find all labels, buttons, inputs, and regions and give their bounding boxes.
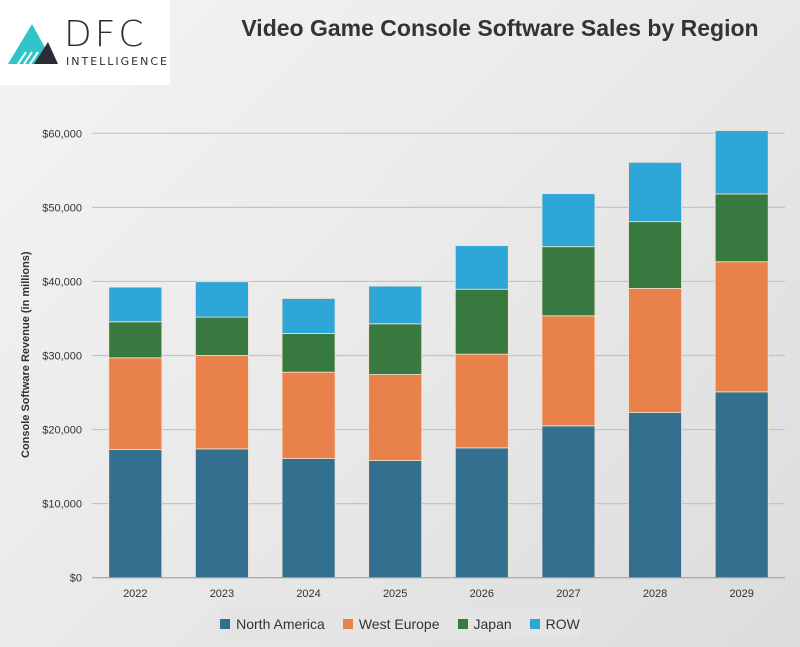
y-tick-label: $10,000 — [42, 499, 82, 511]
legend-label: ROW — [545, 615, 580, 632]
x-tick-label: 2022 — [123, 588, 147, 600]
logo-mountain-icon — [8, 24, 58, 65]
bar-segment-row — [281, 298, 336, 334]
bar-segment-row — [368, 285, 423, 325]
legend-swatch — [457, 618, 468, 629]
x-tick-label: 2029 — [729, 588, 753, 600]
y-tick-label: $30,000 — [42, 351, 82, 363]
x-tick-label: 2026 — [470, 588, 494, 600]
dfc-intelligence-logo: DFC INTELLIGENCE — [0, 0, 170, 85]
legend-item-west-europe: West Europe — [342, 615, 440, 632]
legend-swatch — [529, 618, 540, 629]
legend: North America West Europe Japan ROW — [218, 609, 582, 638]
bar-segment-west-europe — [454, 353, 509, 449]
bar-segment-west-europe — [714, 261, 769, 393]
x-tick-label: 2028 — [643, 588, 667, 600]
bar-segment-japan — [281, 333, 336, 373]
logo-text: DFC — [64, 14, 147, 55]
x-tick-label: 2025 — [383, 588, 407, 600]
bar-segment-west-europe — [628, 288, 682, 413]
bar-segment-japan — [368, 323, 423, 375]
legend-swatch — [342, 618, 353, 629]
y-tick-label: $20,000 — [42, 425, 82, 437]
bar-segment-north-america — [368, 460, 423, 579]
bar-segment-north-america — [108, 449, 163, 579]
bar-segment-japan — [628, 221, 682, 289]
legend-item-north-america: North America — [220, 616, 325, 632]
bar-segment-japan — [108, 321, 163, 359]
bar-segment-north-america — [714, 391, 769, 579]
bar-segment-west-europe — [368, 374, 423, 462]
chart-title: Video Game Console Software Sales by Reg… — [241, 15, 759, 41]
bar-segment-north-america — [454, 447, 509, 579]
legend-label: North America — [236, 615, 325, 632]
y-tick-label: $40,000 — [42, 276, 82, 288]
bar-segment-japan — [454, 288, 509, 355]
x-tick-label: 2024 — [296, 588, 320, 600]
y-tick-label: $50,000 — [42, 202, 82, 214]
bar-segment-west-europe — [541, 315, 596, 427]
bar-segment-north-america — [628, 412, 682, 579]
legend-label: West Europe — [358, 615, 440, 632]
bar-segment-row — [628, 161, 682, 223]
legend-item-row: ROW — [529, 615, 580, 632]
bar-segment-row — [108, 286, 163, 323]
bar-segment-north-america — [195, 448, 249, 579]
y-tick-label: $60,000 — [42, 128, 82, 140]
bar-segment-japan — [195, 316, 249, 356]
bar-segment-west-europe — [281, 371, 336, 460]
legend-item-japan: Japan — [457, 615, 512, 632]
bar-segment-japan — [541, 246, 596, 317]
legend-swatch — [220, 618, 231, 629]
bar-segment-west-europe — [195, 355, 249, 450]
bar-segment-row — [714, 130, 769, 195]
bar-segment-row — [195, 281, 249, 318]
legend-label: Japan — [473, 615, 512, 632]
x-tick-label: 2023 — [210, 588, 234, 600]
y-tick-label: $0 — [70, 573, 82, 585]
bar-segment-west-europe — [108, 357, 163, 450]
bar-segment-japan — [714, 193, 769, 263]
bar-segment-north-america — [541, 425, 596, 579]
bar-segment-row — [541, 193, 596, 248]
x-tick-label: 2027 — [556, 588, 580, 600]
bar-segment-row — [454, 245, 509, 290]
bar-segment-north-america — [281, 458, 336, 579]
logo-subtext: INTELLIGENCE — [66, 55, 169, 68]
